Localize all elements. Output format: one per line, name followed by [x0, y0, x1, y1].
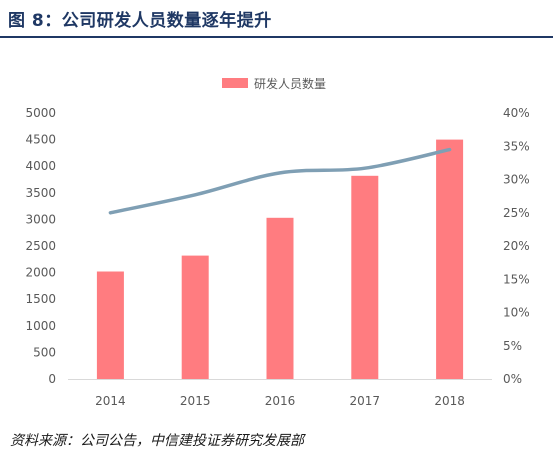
x-tick-label: 2018 [434, 394, 465, 408]
left-tick-label: 5000 [25, 106, 56, 120]
left-tick-label: 500 [33, 345, 56, 359]
right-tick-label: 5% [503, 339, 522, 353]
left-tick-label: 1000 [25, 319, 56, 333]
legend-swatch [222, 78, 248, 88]
x-tick-label: 2015 [180, 394, 211, 408]
x-axis: 2014 2015 2016 2017 2018 [95, 394, 465, 408]
bar [266, 217, 294, 379]
source-note: 资料来源：公司公告，中信建投证券研究发展部 [10, 433, 304, 449]
right-tick-label: 40% [503, 106, 530, 120]
right-tick-label: 0% [503, 372, 522, 386]
left-tick-label: 4500 [25, 133, 56, 147]
bar [436, 139, 464, 379]
x-tick-label: 2014 [95, 394, 126, 408]
ratio-line [108, 147, 452, 215]
left-tick-label: 2000 [25, 266, 56, 280]
right-tick-label: 15% [503, 272, 530, 286]
left-axis: 0 500 1000 1500 2000 2500 3000 3500 4000 4500 5000 [25, 106, 56, 386]
right-axis: 0% 5% 10% 15% 20% 25% 30% 35% 40% [503, 106, 530, 386]
x-tick-label: 2016 [265, 394, 296, 408]
right-tick-label: 35% [503, 139, 530, 153]
x-tick-label: 2017 [350, 394, 381, 408]
right-tick-label: 25% [503, 206, 530, 220]
bar-series [96, 139, 464, 379]
left-tick-label: 1500 [25, 292, 56, 306]
left-tick-label: 4000 [25, 159, 56, 173]
bar [96, 271, 124, 379]
bar [351, 175, 379, 379]
title-divider [0, 36, 553, 38]
chart: 研发人员数量 0 500 1000 1500 2000 2500 3000 3500 4000 4… [25, 76, 530, 408]
legend: 研发人员数量 [222, 76, 326, 91]
right-tick-label: 30% [503, 173, 530, 187]
left-tick-label: 2500 [25, 239, 56, 253]
bar [181, 255, 209, 379]
right-tick-label: 10% [503, 306, 530, 320]
legend-label: 研发人员数量 [254, 76, 326, 91]
left-tick-label: 0 [48, 372, 56, 386]
right-tick-label: 20% [503, 239, 530, 253]
left-tick-label: 3500 [25, 186, 56, 200]
figure-title: 图 8：公司研发人员数量逐年提升 [8, 11, 272, 31]
left-tick-label: 3000 [25, 212, 56, 226]
